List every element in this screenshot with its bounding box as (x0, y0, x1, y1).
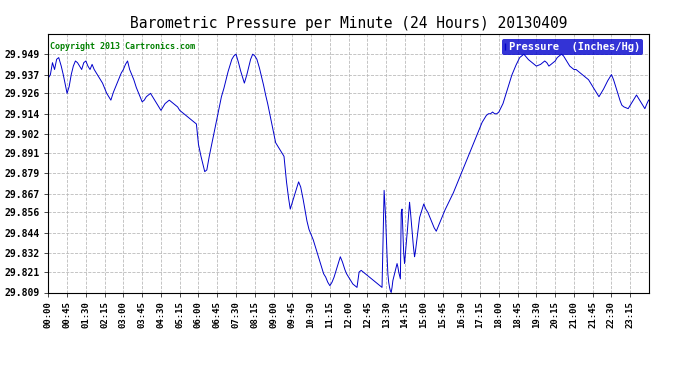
Title: Barometric Pressure per Minute (24 Hours) 20130409: Barometric Pressure per Minute (24 Hours… (130, 16, 567, 31)
Legend: Pressure  (Inches/Hg): Pressure (Inches/Hg) (502, 39, 643, 55)
Text: Copyright 2013 Cartronics.com: Copyright 2013 Cartronics.com (50, 42, 195, 51)
